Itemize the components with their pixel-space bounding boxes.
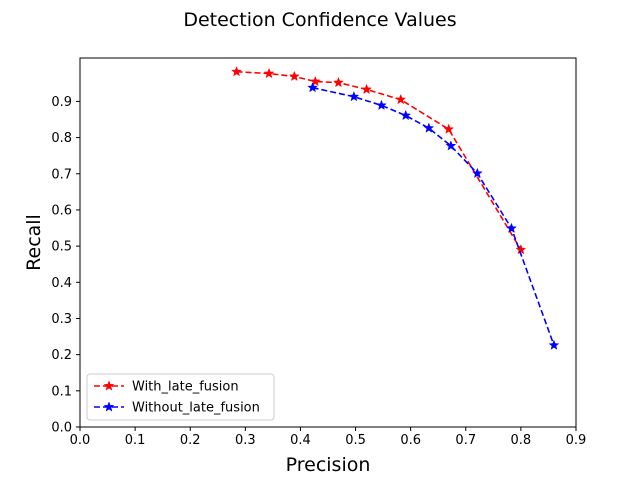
data-point	[288, 70, 300, 82]
legend-marker	[103, 401, 115, 412]
x-axis: 0.0 0.1 0.2 0.3 0.4 0.5 0.6 0.7 0.8 0.9	[70, 427, 587, 448]
y-tick-label: 0.6	[51, 203, 72, 218]
data-point	[333, 76, 344, 88]
data-point	[443, 123, 455, 134]
chart-title: Detection Confidence Values	[183, 9, 456, 31]
x-tick-label: 0.7	[455, 433, 476, 448]
axes-frame	[79, 57, 577, 428]
y-tick-label: 0.7	[51, 167, 72, 182]
data-point	[263, 67, 275, 79]
data-point	[423, 122, 435, 133]
data-point	[309, 75, 321, 87]
data-point	[307, 81, 318, 93]
legend-box	[86, 373, 275, 421]
series-without-late-fusion	[307, 81, 560, 350]
y-tick-label: 0.1	[51, 384, 72, 399]
x-tick-label: 0.6	[400, 433, 421, 448]
data-point	[548, 339, 560, 350]
data-point	[400, 109, 412, 121]
y-tick-label: 0.9	[51, 95, 72, 110]
series-line	[312, 86, 555, 346]
legend-item: With_late_fusion	[94, 380, 239, 395]
legend: With_late_fusion Without_late_fusion	[86, 373, 275, 421]
data-point	[376, 99, 387, 111]
legend-marker	[103, 380, 115, 391]
x-tick-label: 0.2	[180, 433, 201, 448]
y-tick-label: 0.4	[51, 276, 72, 291]
y-tick-label: 0.2	[51, 348, 72, 363]
data-point	[395, 93, 407, 105]
series-with-late-fusion	[231, 66, 527, 255]
legend-item: Without_late_fusion	[94, 401, 260, 416]
legend-label: With_late_fusion	[132, 380, 239, 395]
data-point	[231, 66, 242, 77]
y-axis-label: Recall	[23, 214, 45, 271]
x-tick-label: 0.4	[290, 433, 311, 448]
x-tick-label: 0.3	[235, 433, 256, 448]
x-axis-label: Precision	[286, 454, 371, 476]
x-tick-label: 0.5	[345, 433, 366, 448]
data-point	[471, 167, 483, 179]
series-line	[236, 70, 522, 251]
y-axis: 0.0 0.1 0.2 0.3 0.4 0.5 0.6 0.7 0.8 0.9	[51, 95, 80, 436]
plot-series	[231, 66, 560, 350]
y-tick-label: 0.3	[51, 312, 72, 327]
y-tick-label: 0.5	[51, 240, 72, 255]
data-point	[506, 222, 517, 234]
legend-label: Without_late_fusion	[132, 401, 260, 416]
data-point	[348, 90, 360, 102]
x-tick-label: 0.8	[511, 433, 532, 448]
y-tick-label: 0.8	[51, 131, 72, 146]
y-tick-label: 0.0	[51, 421, 72, 436]
data-point	[515, 244, 527, 255]
data-point	[361, 83, 373, 95]
x-tick-label: 0.0	[70, 433, 91, 448]
x-tick-label: 0.1	[125, 433, 146, 448]
data-point	[445, 140, 457, 151]
x-tick-label: 0.9	[566, 433, 587, 448]
